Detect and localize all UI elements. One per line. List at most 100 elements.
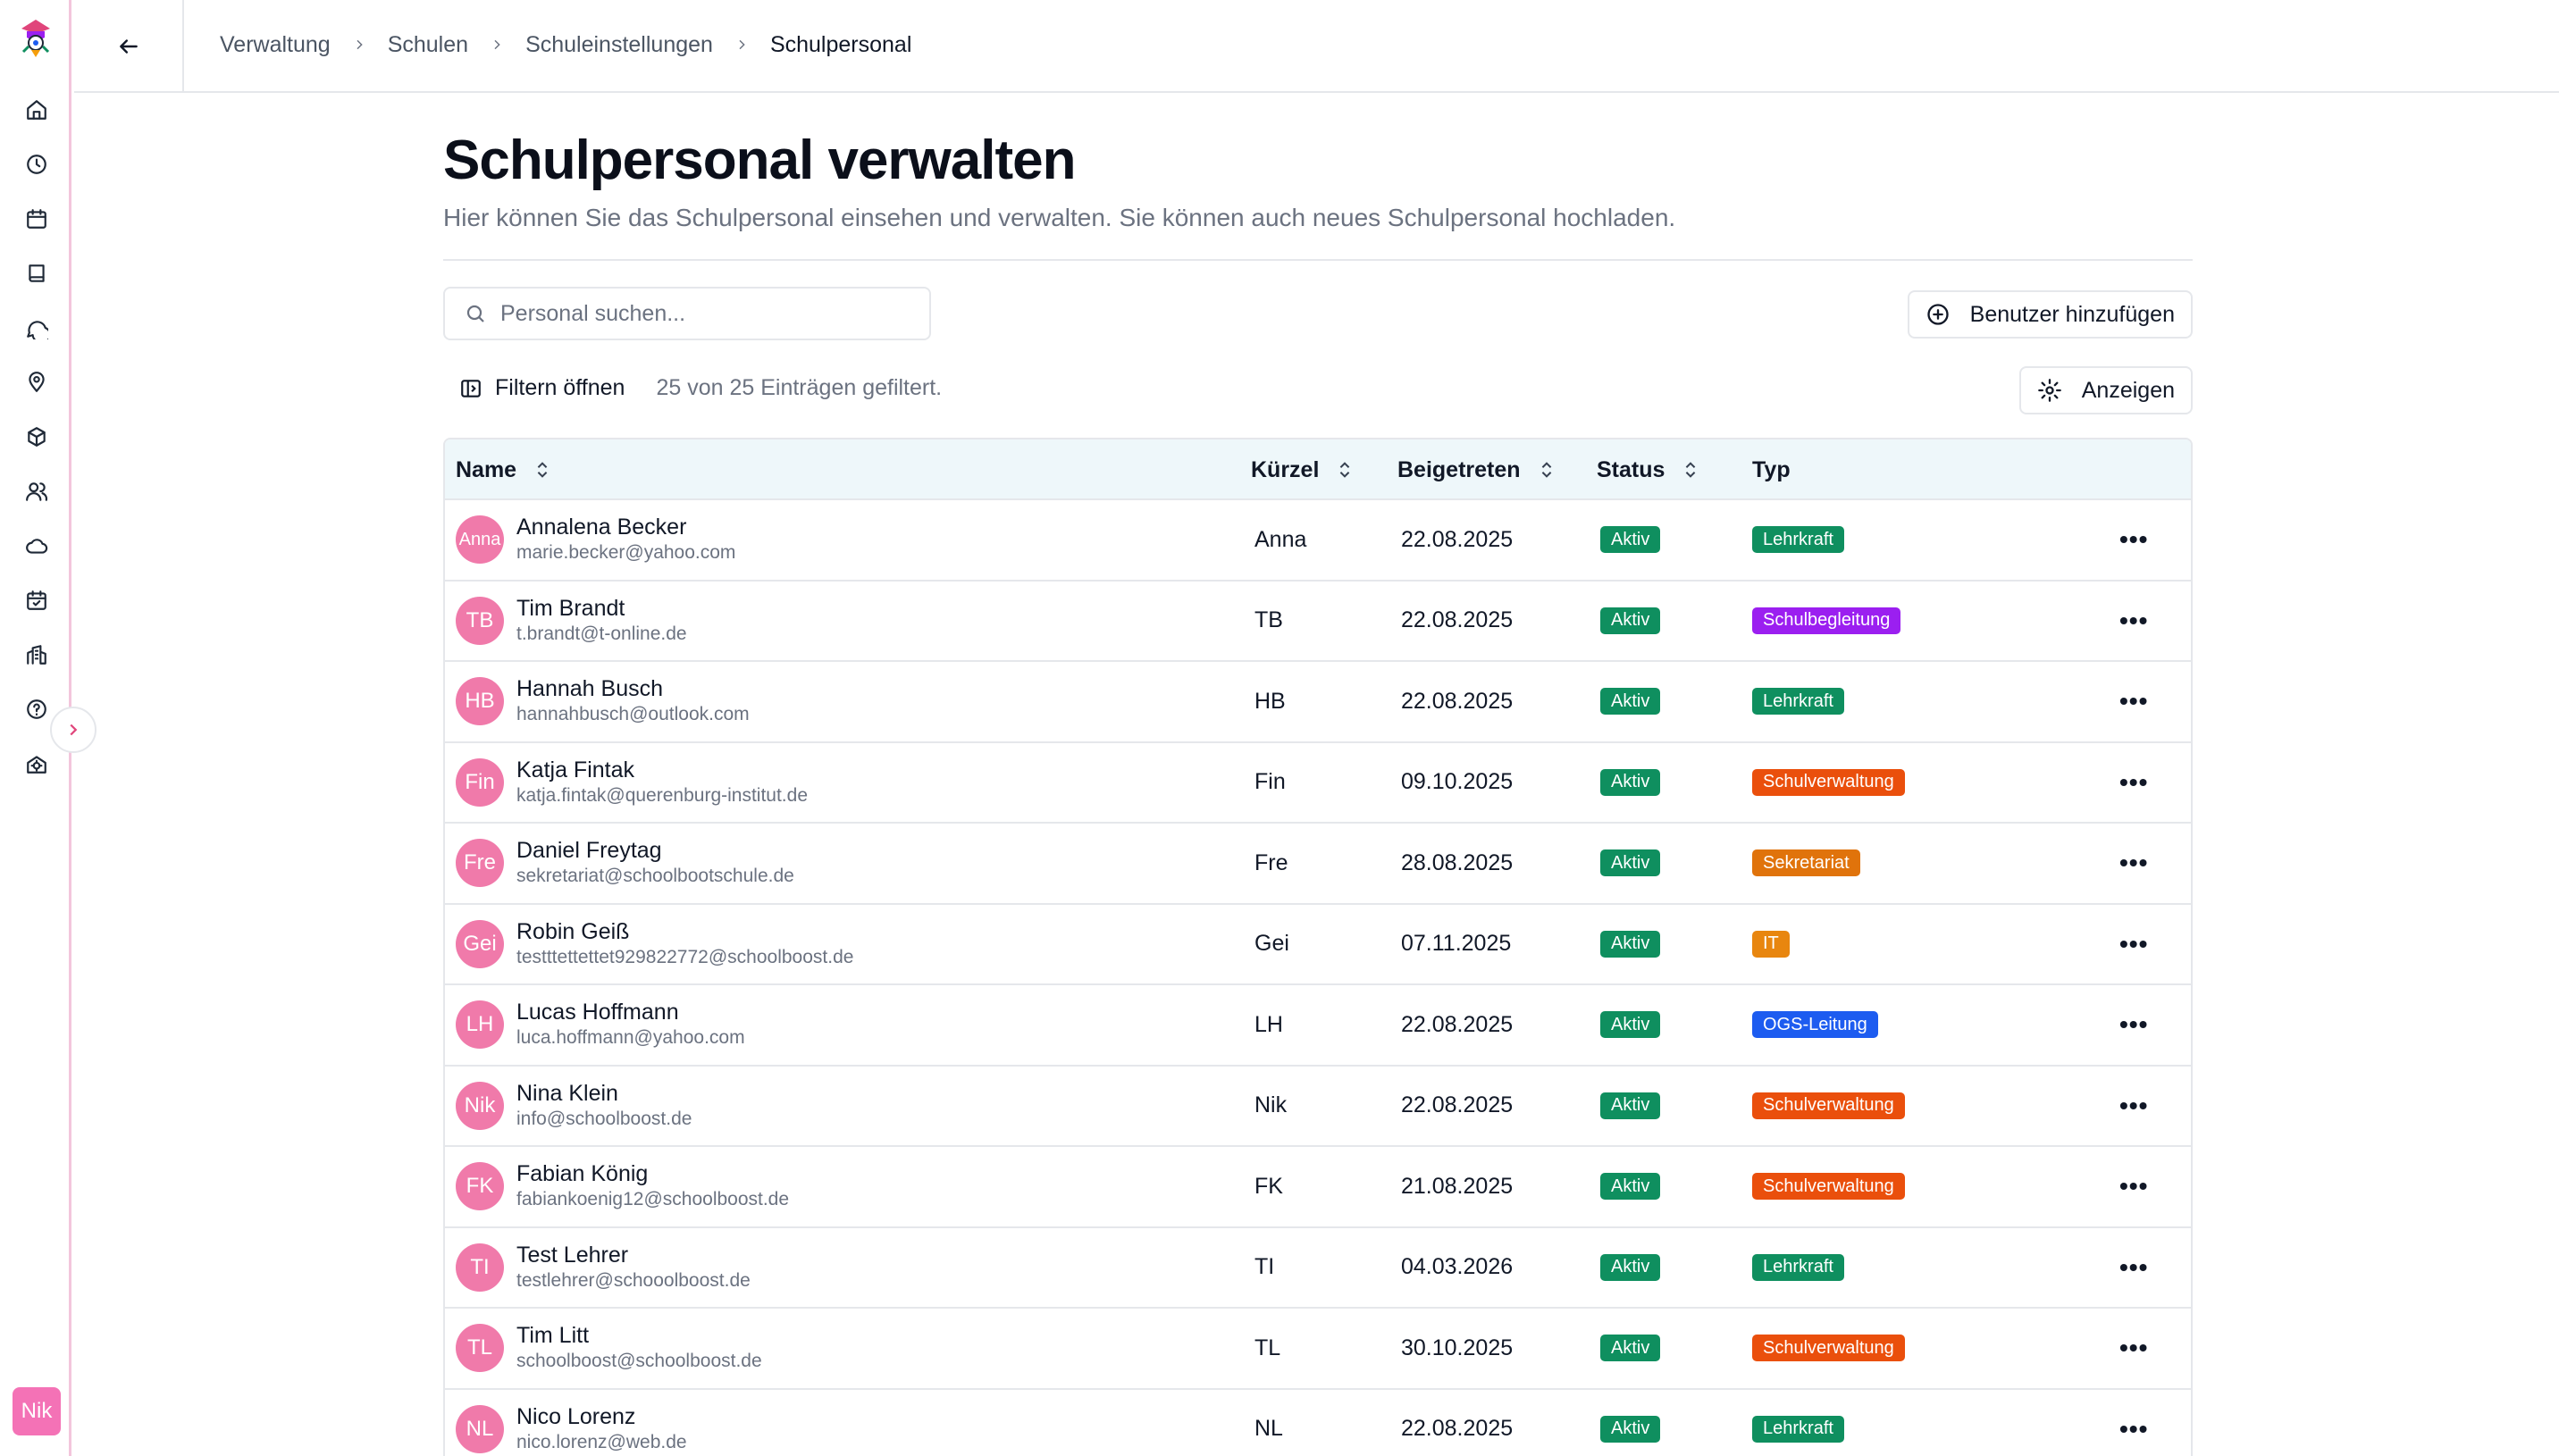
table-row[interactable]: LH Lucas Hoffmann luca.hoffmann@yahoo.co… xyxy=(445,985,2191,1067)
column-header-joined[interactable]: Beigetreten xyxy=(1397,439,1556,500)
table-row[interactable]: FK Fabian König fabiankoenig12@schoolboo… xyxy=(445,1147,2191,1228)
name-cell: FK Fabian König fabiankoenig12@schoolboo… xyxy=(456,1147,789,1226)
staff-name: Test Lehrer xyxy=(516,1242,629,1268)
row-actions-button[interactable]: ••• xyxy=(2119,743,2148,823)
joined-cell: 21.08.2025 xyxy=(1401,1173,1514,1199)
column-header-name[interactable]: Name xyxy=(456,439,552,500)
table-row[interactable]: Fin Katja Fintak katja.fintak@querenburg… xyxy=(445,743,2191,824)
user-avatar[interactable]: Nik xyxy=(13,1387,61,1435)
search-box xyxy=(443,287,931,340)
status-cell: Aktiv xyxy=(1600,1067,1661,1146)
joined-cell: 22.08.2025 xyxy=(1401,1416,1514,1442)
school-building-icon[interactable] xyxy=(23,641,50,668)
column-header-short[interactable]: Kürzel xyxy=(1251,439,1355,500)
calendar-icon[interactable] xyxy=(23,205,50,232)
short-cell: FK xyxy=(1254,1173,1283,1199)
table-row[interactable]: NL Nico Lorenz nico.lorenz@web.de NL 22.… xyxy=(445,1390,2191,1456)
status-badge: Aktiv xyxy=(1600,688,1661,715)
book-icon[interactable] xyxy=(23,260,50,287)
package-icon[interactable] xyxy=(23,423,50,450)
sidebar-expand-button[interactable] xyxy=(50,707,96,753)
more-horizontal-icon: ••• xyxy=(2119,1091,2149,1119)
row-actions-button[interactable]: ••• xyxy=(2119,824,2148,903)
table-row[interactable]: Fre Daniel Freytag sekretariat@schoolboo… xyxy=(445,824,2191,905)
table-row[interactable]: TI Test Lehrer testlehrer@schooolboost.d… xyxy=(445,1228,2191,1309)
breadcrumb-schulen[interactable]: Schulen xyxy=(387,31,469,57)
table-row[interactable]: Anna Annalena Becker marie.becker@yahoo.… xyxy=(445,500,2191,582)
breadcrumb-schuleinstellungen[interactable]: Schuleinstellungen xyxy=(525,31,713,57)
name-block: Tim Litt schoolboost@schoolboost.de xyxy=(516,1322,762,1374)
calendar-check-icon[interactable] xyxy=(23,587,50,614)
open-filter-button[interactable]: Filtern öffnen xyxy=(459,375,625,401)
name-block: Nico Lorenz nico.lorenz@web.de xyxy=(516,1403,687,1455)
sort-icon xyxy=(1340,462,1350,478)
school-settings-icon[interactable] xyxy=(23,750,50,777)
column-status-label: Status xyxy=(1597,456,1665,482)
row-actions-button[interactable]: ••• xyxy=(2119,1390,2148,1456)
row-actions-button[interactable]: ••• xyxy=(2119,582,2148,661)
more-horizontal-icon: ••• xyxy=(2119,767,2149,796)
table-row[interactable]: HB Hannah Busch hannahbusch@outlook.com … xyxy=(445,662,2191,743)
row-actions-button[interactable]: ••• xyxy=(2119,905,2148,984)
name-block: Fabian König fabiankoenig12@schoolboost.… xyxy=(516,1160,789,1212)
table-row[interactable]: TL Tim Litt schoolboost@schoolboost.de T… xyxy=(445,1309,2191,1390)
breadcrumb-verwaltung[interactable]: Verwaltung xyxy=(220,31,331,57)
staff-name: Lucas Hoffmann xyxy=(516,1000,679,1025)
status-cell: Aktiv xyxy=(1600,743,1661,823)
arrow-left-icon xyxy=(119,39,138,54)
table-row[interactable]: Gei Robin Geiß testttettettet929822772@s… xyxy=(445,905,2191,985)
column-header-status[interactable]: Status xyxy=(1597,439,1700,500)
show-columns-button[interactable]: Anzeigen xyxy=(2018,366,2193,414)
chevron-right-icon xyxy=(734,38,749,52)
row-actions-button[interactable]: ••• xyxy=(2119,1228,2148,1308)
users-icon[interactable] xyxy=(23,478,50,505)
staff-email: marie.becker@yahoo.com xyxy=(516,542,736,564)
name-block: Lucas Hoffmann luca.hoffmann@yahoo.com xyxy=(516,999,745,1050)
breadcrumb-schulpersonal: Schulpersonal xyxy=(769,31,912,57)
staff-email: sekretariat@schoolbootschule.de xyxy=(516,866,794,887)
back-button[interactable] xyxy=(74,0,184,93)
name-block: Test Lehrer testlehrer@schooolboost.de xyxy=(516,1242,751,1293)
staff-email: info@schoolboost.de xyxy=(516,1108,692,1129)
short-cell: TL xyxy=(1254,1335,1281,1360)
name-cell: TI Test Lehrer testlehrer@schooolboost.d… xyxy=(456,1228,751,1308)
cloud-icon[interactable] xyxy=(23,532,50,559)
type-cell: Lehrkraft xyxy=(1752,1228,1844,1308)
table-row[interactable]: Nik Nina Klein info@schoolboost.de Nik 2… xyxy=(445,1067,2191,1147)
status-cell: Aktiv xyxy=(1600,985,1661,1065)
staff-email: testttettettet929822772@schoolboost.de xyxy=(516,946,854,967)
staff-name: Annalena Becker xyxy=(516,515,687,540)
avatar: TI xyxy=(456,1243,504,1292)
add-user-button[interactable]: Benutzer hinzufügen xyxy=(1907,290,2193,339)
row-actions-button[interactable]: ••• xyxy=(2119,1147,2148,1226)
staff-table: Name Kürzel Beigetreten Status Typ Anna xyxy=(443,438,2193,1456)
row-actions-button[interactable]: ••• xyxy=(2119,662,2148,741)
row-actions-button[interactable]: ••• xyxy=(2119,1309,2148,1388)
help-icon[interactable] xyxy=(23,696,50,723)
table-row[interactable]: TB Tim Brandt t.brandt@t-online.de TB 22… xyxy=(445,582,2191,662)
map-pin-icon[interactable] xyxy=(23,369,50,396)
chat-icon[interactable] xyxy=(23,314,50,341)
joined-cell: 22.08.2025 xyxy=(1401,688,1514,714)
chevron-right-icon xyxy=(352,38,366,52)
home-icon[interactable] xyxy=(23,96,50,123)
breadcrumb: Verwaltung Schulen Schuleinstellungen Sc… xyxy=(220,0,911,89)
app-logo-icon[interactable] xyxy=(16,16,55,59)
name-block: Nina Klein info@schoolboost.de xyxy=(516,1080,692,1132)
row-actions-button[interactable]: ••• xyxy=(2119,985,2148,1065)
search-input[interactable] xyxy=(500,300,911,327)
row-actions-button[interactable]: ••• xyxy=(2119,1067,2148,1146)
row-actions-button[interactable]: ••• xyxy=(2119,500,2148,580)
column-short-label: Kürzel xyxy=(1251,456,1320,482)
type-cell: IT xyxy=(1752,905,1790,984)
more-horizontal-icon: ••• xyxy=(2119,1172,2149,1201)
clock-icon[interactable] xyxy=(23,151,50,178)
show-columns-label: Anzeigen xyxy=(2081,377,2175,403)
status-cell: Aktiv xyxy=(1600,1390,1661,1456)
joined-cell: 22.08.2025 xyxy=(1401,1092,1514,1118)
avatar: Fin xyxy=(456,757,504,807)
name-block: Annalena Becker marie.becker@yahoo.com xyxy=(516,514,735,565)
type-cell: Schulverwaltung xyxy=(1752,1067,1905,1146)
name-cell: TL Tim Litt schoolboost@schoolboost.de xyxy=(456,1309,762,1388)
status-cell: Aktiv xyxy=(1600,582,1661,661)
